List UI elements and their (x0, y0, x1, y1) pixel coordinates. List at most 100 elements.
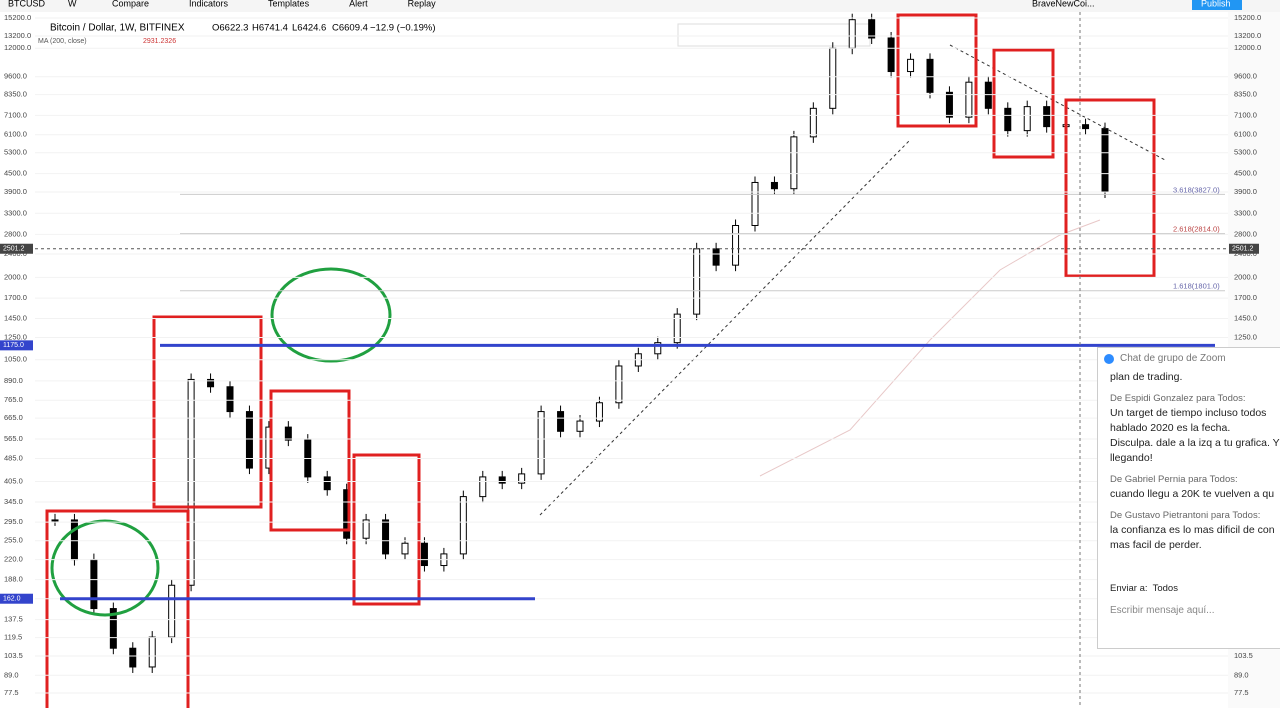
trend-line (949, 44, 1166, 161)
y-tick-label: 12000.0 (4, 43, 31, 52)
y-tick-label: 6100.0 (1234, 130, 1257, 139)
fib-label: 1.618(1801.0) (1173, 282, 1220, 291)
toolbar-item[interactable]: Alert (349, 0, 368, 8)
recipient[interactable]: Todos (1152, 583, 1178, 594)
y-tick-label: 77.5 (4, 688, 19, 697)
red-box (352, 453, 421, 606)
annotations (50, 267, 392, 617)
y-tick-label: 15200.0 (4, 13, 31, 22)
candle (1082, 124, 1090, 130)
candle (90, 559, 98, 610)
chat-messages: plan de trading. De Espidi Gonzalez para … (1098, 364, 1280, 551)
candle (595, 402, 603, 422)
y-tick-label: 1700.0 (1234, 293, 1257, 302)
candle (129, 647, 137, 668)
y-tick-label: 13200.0 (1234, 31, 1261, 40)
y-tick-label: 1700.0 (4, 293, 27, 302)
legend-close: C6609.4 (332, 23, 368, 34)
chat-icon (1104, 354, 1114, 364)
symbol[interactable]: BTCUSD (8, 0, 46, 8)
y-tick-label: 345.0 (4, 497, 23, 506)
candle (51, 519, 59, 522)
y-tick-label: 1250.0 (4, 332, 27, 341)
y-tick-label: 405.0 (4, 477, 23, 486)
y-tick-label: 2000.0 (4, 272, 27, 281)
ma-line (759, 219, 1101, 477)
y-tick-label: 5300.0 (4, 148, 27, 157)
red-box (1064, 98, 1156, 278)
legend-change: −12.9 (−0.19%) (370, 23, 436, 34)
legend-title: Bitcoin / Dollar, 1W, BITFINEX (50, 23, 185, 34)
legend-open: O6622.3 (212, 23, 248, 34)
toolbar-item[interactable]: Templates (268, 0, 310, 8)
y-tick-label: 295.0 (4, 517, 23, 526)
message-line: cuando llegu a 20K te vuelven a qu (1110, 488, 1275, 500)
candle (323, 476, 331, 491)
y-tick-label: 1450.0 (1234, 313, 1257, 322)
candle (148, 636, 156, 668)
candle (615, 365, 623, 404)
y-tick-label: 1250.0 (1234, 332, 1257, 341)
candle (751, 181, 759, 226)
y-tick-label: 5300.0 (1234, 148, 1257, 157)
candle (945, 91, 953, 118)
y-tick-label: 485.0 (4, 453, 23, 462)
toolbar-item[interactable]: Replay (408, 0, 437, 8)
candle (887, 37, 895, 73)
y-tick-label: 12000.0 (1234, 43, 1261, 52)
publish[interactable]: Publish (1201, 0, 1231, 8)
toolbar-item[interactable]: Indicators (189, 0, 229, 8)
y-tick-label: 9600.0 (1234, 72, 1257, 81)
y-tick-label: 3900.0 (4, 187, 27, 196)
level-tag (0, 593, 33, 604)
y-tick-label: 15200.0 (1234, 13, 1261, 22)
y-tick-label: 7100.0 (1234, 110, 1257, 119)
candle (401, 542, 409, 555)
interval[interactable]: W (68, 0, 77, 8)
candle (168, 584, 176, 638)
candle (187, 378, 195, 586)
candle (226, 386, 234, 413)
candle (712, 248, 720, 266)
send-row[interactable]: Enviar a: Todos (1110, 583, 1178, 594)
publish-button[interactable] (1192, 0, 1242, 10)
message-line: Un target de tiempo incluso todos (1110, 407, 1267, 419)
legend-low: L6424.6 (292, 23, 326, 34)
candle (207, 378, 215, 388)
candle (693, 248, 701, 315)
green-circle (50, 519, 160, 617)
candle (245, 411, 253, 469)
y-tick-label: 765.0 (4, 395, 23, 404)
y-tick-label: 188.0 (4, 575, 23, 584)
toolbar-item[interactable]: Compare (112, 0, 149, 8)
red-box (269, 389, 351, 532)
message-sender: De Gabriel Pernia para Todos: (1110, 474, 1238, 485)
crosshair-label: 2501.2 (1232, 246, 1254, 253)
y-tick-label: 137.5 (4, 615, 23, 624)
drawing-toolbar[interactable] (677, 23, 871, 47)
red-box (45, 509, 190, 708)
chat-input[interactable]: Escribir mensaje aquí... (1110, 605, 1215, 616)
annotations (45, 13, 1156, 708)
fib-label: 2.618(2814.0) (1173, 225, 1220, 234)
green-circle (270, 267, 392, 363)
candle (926, 58, 934, 93)
y-tick-label: 6100.0 (4, 130, 27, 139)
candle (537, 411, 545, 475)
y-tick-label: 2800.0 (1234, 229, 1257, 238)
send-to: Enviar a: (1110, 583, 1148, 594)
y-tick-label: 3900.0 (1234, 187, 1257, 196)
y-tick-label: 13200.0 (4, 31, 31, 40)
red-box (896, 13, 978, 128)
candle (673, 313, 681, 344)
y-tick-label: 4500.0 (4, 169, 27, 178)
y-tick-label: 1050.0 (4, 355, 27, 364)
toolbar-bg (0, 0, 1280, 12)
y-tick-label: 255.0 (4, 536, 23, 545)
zoom-chat[interactable]: Chat de grupo de Zoom plan de trading. De… (1097, 347, 1280, 649)
level-tag-label: 162.0 (3, 596, 21, 603)
message-line: Disculpa. dale a la izq a tu grafica. Y (1110, 437, 1280, 449)
layout-name[interactable]: BraveNewCoi... (1032, 0, 1095, 8)
y-tick-label: 3300.0 (4, 208, 27, 217)
